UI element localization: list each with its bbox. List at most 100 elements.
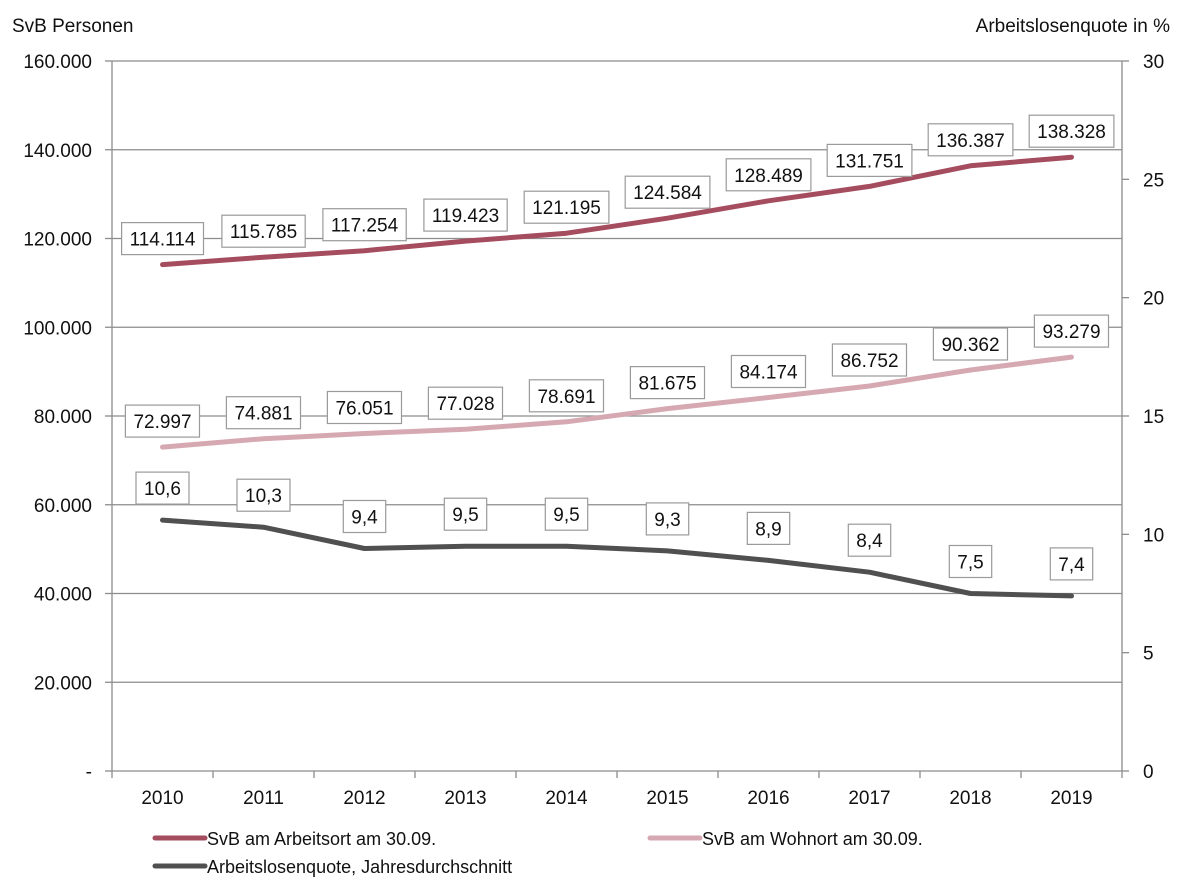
data-label-text: 77.028 <box>436 394 494 415</box>
series-line-1 <box>160 154 1074 268</box>
right-tick-label: 25 <box>1143 170 1164 191</box>
data-label: 117.254 <box>322 208 407 242</box>
left-tick-label: 100.000 <box>23 318 92 339</box>
data-label: 8,9 <box>746 511 791 546</box>
legend-item: Arbeitslosenquote, Jahresdurchschnitt <box>152 857 512 877</box>
data-label-text: 81.675 <box>638 374 696 395</box>
data-label-box <box>120 222 205 256</box>
left-tick-label: 80.000 <box>34 407 92 428</box>
data-label-box <box>135 471 190 505</box>
left-tick-label: 160.000 <box>23 52 92 73</box>
data-label: 74.881 <box>225 396 302 430</box>
data-label: 9,5 <box>443 497 488 531</box>
x-tick-label: 2012 <box>343 788 385 809</box>
data-label-text: 136.387 <box>936 131 1005 152</box>
data-label-text: 78.691 <box>537 387 595 408</box>
data-label: 114.114 <box>120 222 205 256</box>
data-label-box <box>730 354 807 389</box>
data-label-box <box>523 190 610 224</box>
data-label: 72.997 <box>124 404 201 438</box>
data-label-box <box>831 343 908 377</box>
x-tick-label: 2013 <box>444 788 486 809</box>
x-tick-label: 2015 <box>646 788 688 809</box>
legend: SvB am Arbeitsort am 30.09. SvB am Wohnor… <box>152 829 923 877</box>
series-line-3 <box>160 517 1074 599</box>
data-label-text: 138.328 <box>1037 122 1106 143</box>
data-label-text: 7,4 <box>1058 555 1085 576</box>
data-label: 90.362 <box>932 327 1009 361</box>
data-label: 93.279 <box>1033 314 1110 348</box>
data-label-text: 8,9 <box>755 519 781 540</box>
data-label-box <box>544 497 589 531</box>
data-label-text: 131.751 <box>835 151 904 172</box>
data-label: 77.028 <box>427 386 504 420</box>
data-label-text: 7,5 <box>957 553 983 574</box>
legend-item: SvB am Arbeitsort am 30.09. <box>152 829 436 849</box>
data-label-text: 90.362 <box>941 335 999 356</box>
data-label-text: 115.785 <box>230 222 297 243</box>
data-label: 86.752 <box>831 343 908 377</box>
left-tick-label: 120.000 <box>23 230 92 251</box>
data-label-box <box>746 511 791 546</box>
data-label-text: 86.752 <box>840 351 898 372</box>
data-label-box <box>624 175 711 209</box>
left-tick-label: 60.000 <box>34 496 92 517</box>
right-tick-label: 20 <box>1143 289 1164 310</box>
data-label-text: 93.279 <box>1042 322 1100 343</box>
x-tick-label: 2010 <box>141 788 183 809</box>
data-label-box <box>236 478 291 512</box>
data-label: 119.423 <box>423 198 508 232</box>
data-label: 10,3 <box>236 478 291 512</box>
data-label: 78.691 <box>528 379 605 413</box>
data-label-text: 84.174 <box>739 362 798 383</box>
data-label-text: 114.114 <box>130 230 196 251</box>
x-tick-label: 2019 <box>1050 788 1092 809</box>
data-label-box <box>725 158 812 192</box>
legend-label: SvB am Wohnort am 30.09. <box>702 829 923 849</box>
data-label: 121.195 <box>523 190 610 224</box>
data-label-text: 10,3 <box>245 486 282 507</box>
data-label: 76.051 <box>326 390 403 425</box>
right-tick-label: 15 <box>1143 407 1164 428</box>
data-label-text: 9,3 <box>654 510 680 531</box>
legend-item: SvB am Wohnort am 30.09. <box>647 829 923 849</box>
data-label-text: 121.195 <box>532 198 601 219</box>
left-tick-label: - <box>86 762 92 783</box>
series-line-2 <box>160 354 1074 450</box>
data-labels: 114.114 115.785 117.254 119.423 121.195 124.5… <box>120 114 1115 581</box>
data-label-box <box>342 499 387 534</box>
data-label-box <box>1049 547 1094 581</box>
data-label-text: 72.997 <box>133 412 191 433</box>
data-label-box <box>322 208 407 242</box>
x-tick-label: 2011 <box>243 788 284 809</box>
data-label-text: 119.423 <box>432 206 499 227</box>
data-label: 9,5 <box>544 497 589 531</box>
data-label-box <box>423 198 508 232</box>
legend-label: SvB am Arbeitsort am 30.09. <box>207 829 436 849</box>
data-label-text: 76.051 <box>335 399 393 420</box>
data-label-box <box>948 544 993 579</box>
data-label-text: 9,4 <box>351 508 378 529</box>
data-label-box <box>326 390 403 425</box>
series-lines <box>160 154 1074 599</box>
data-label: 124.584 <box>624 175 711 209</box>
data-label: 10,6 <box>135 471 190 505</box>
right-tick-label: 30 <box>1143 52 1164 73</box>
data-label: 7,4 <box>1049 547 1094 581</box>
right-tick-label: 10 <box>1143 525 1164 546</box>
data-label-box <box>629 366 706 400</box>
left-tick-label: 40.000 <box>34 585 92 606</box>
data-label-box <box>932 327 1009 361</box>
left-tick-label: 140.000 <box>23 141 92 162</box>
data-label: 81.675 <box>629 366 706 400</box>
data-label: 136.387 <box>927 123 1014 157</box>
x-tick-label: 2016 <box>747 788 789 809</box>
data-label: 8,4 <box>847 523 892 557</box>
data-label-text: 9,5 <box>553 505 579 526</box>
data-label-box <box>443 497 488 531</box>
data-label-text: 9,5 <box>452 505 478 526</box>
data-label-text: 117.254 <box>331 216 399 237</box>
data-label-text: 8,4 <box>856 531 883 552</box>
axes: - 20.000 40.000 60.000 80.000 100.000 120.000 1… <box>23 52 1164 809</box>
data-label-text: 10,6 <box>144 479 181 500</box>
